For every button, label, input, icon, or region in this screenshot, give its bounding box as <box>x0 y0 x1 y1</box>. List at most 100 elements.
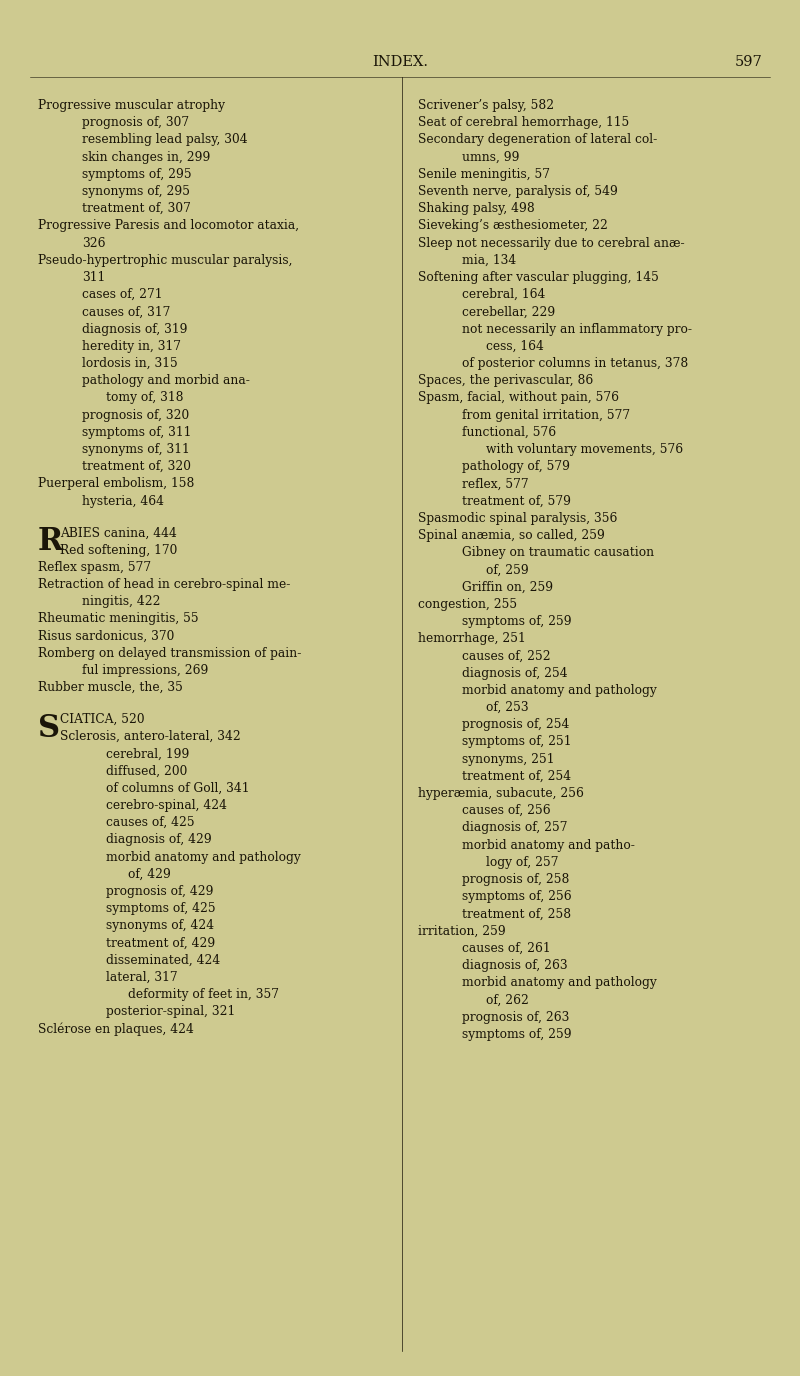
Text: diagnosis of, 319: diagnosis of, 319 <box>82 322 187 336</box>
Text: of, 253: of, 253 <box>486 700 529 714</box>
Text: R: R <box>38 527 63 557</box>
Text: synonyms of, 295: synonyms of, 295 <box>82 184 190 198</box>
Text: treatment of, 579: treatment of, 579 <box>462 494 571 508</box>
Text: cerebellar, 229: cerebellar, 229 <box>462 305 555 318</box>
Text: 311: 311 <box>82 271 106 283</box>
Text: synonyms of, 311: synonyms of, 311 <box>82 443 190 455</box>
Text: Spinal anæmia, so called, 259: Spinal anæmia, so called, 259 <box>418 528 605 542</box>
Text: congestion, 255: congestion, 255 <box>418 597 517 611</box>
Text: Softening after vascular plugging, 145: Softening after vascular plugging, 145 <box>418 271 659 283</box>
Text: prognosis of, 307: prognosis of, 307 <box>82 116 189 129</box>
Text: of, 259: of, 259 <box>486 563 529 577</box>
Text: posterior-spinal, 321: posterior-spinal, 321 <box>106 1006 235 1018</box>
Text: ful impressions, 269: ful impressions, 269 <box>82 665 208 677</box>
Text: 597: 597 <box>734 55 762 69</box>
Text: symptoms of, 259: symptoms of, 259 <box>462 615 572 627</box>
Text: INDEX.: INDEX. <box>372 55 428 69</box>
Text: Romberg on delayed transmission of pain-: Romberg on delayed transmission of pain- <box>38 647 302 660</box>
Text: prognosis of, 254: prognosis of, 254 <box>462 718 570 731</box>
Text: morbid anatomy and patho-: morbid anatomy and patho- <box>462 838 635 852</box>
Text: morbid anatomy and pathology: morbid anatomy and pathology <box>462 684 657 696</box>
Text: Sleep not necessarily due to cerebral anæ-: Sleep not necessarily due to cerebral an… <box>418 237 685 249</box>
Text: prognosis of, 263: prognosis of, 263 <box>462 1010 570 1024</box>
Text: logy of, 257: logy of, 257 <box>486 856 558 868</box>
Text: tomy of, 318: tomy of, 318 <box>106 391 183 405</box>
Text: ningitis, 422: ningitis, 422 <box>82 596 161 608</box>
Text: Reflex spasm, 577: Reflex spasm, 577 <box>38 561 151 574</box>
Text: treatment of, 258: treatment of, 258 <box>462 907 571 921</box>
Text: irritation, 259: irritation, 259 <box>418 925 506 937</box>
Text: deformity of feet in, 357: deformity of feet in, 357 <box>128 988 279 1002</box>
Text: causes of, 425: causes of, 425 <box>106 816 194 830</box>
Text: treatment of, 429: treatment of, 429 <box>106 937 215 949</box>
Text: skin changes in, 299: skin changes in, 299 <box>82 150 210 164</box>
Text: cerebral, 199: cerebral, 199 <box>106 747 190 761</box>
Text: of, 262: of, 262 <box>486 993 529 1006</box>
Text: lordosis in, 315: lordosis in, 315 <box>82 356 178 370</box>
Text: Gibney on traumatic causation: Gibney on traumatic causation <box>462 546 654 559</box>
Text: Seventh nerve, paralysis of, 549: Seventh nerve, paralysis of, 549 <box>418 184 618 198</box>
Text: with voluntary movements, 576: with voluntary movements, 576 <box>486 443 683 455</box>
Text: S: S <box>38 713 60 744</box>
Text: Sclerosis, antero-lateral, 342: Sclerosis, antero-lateral, 342 <box>60 731 241 743</box>
Text: Rubber muscle, the, 35: Rubber muscle, the, 35 <box>38 681 183 695</box>
Text: pathology of, 579: pathology of, 579 <box>462 460 570 473</box>
Text: Progressive muscular atrophy: Progressive muscular atrophy <box>38 99 229 111</box>
Text: Secondary degeneration of lateral col-: Secondary degeneration of lateral col- <box>418 133 658 146</box>
Text: prognosis of, 429: prognosis of, 429 <box>106 885 214 899</box>
Text: of columns of Goll, 341: of columns of Goll, 341 <box>106 782 250 795</box>
Text: hysteria, 464: hysteria, 464 <box>82 494 164 508</box>
Text: not necessarily an inflammatory pro-: not necessarily an inflammatory pro- <box>462 322 692 336</box>
Text: Spasmodic spinal paralysis, 356: Spasmodic spinal paralysis, 356 <box>418 512 618 524</box>
Text: prognosis of, 320: prognosis of, 320 <box>82 409 190 421</box>
Text: symptoms of, 256: symptoms of, 256 <box>462 890 572 903</box>
Text: ABIES canina, 444: ABIES canina, 444 <box>60 527 177 539</box>
Text: cerebro-spinal, 424: cerebro-spinal, 424 <box>106 799 227 812</box>
Text: causes of, 256: causes of, 256 <box>462 804 550 817</box>
Text: Risus sardonicus, 370: Risus sardonicus, 370 <box>38 630 174 643</box>
Text: of posterior columns in tetanus, 378: of posterior columns in tetanus, 378 <box>462 356 688 370</box>
Text: from genital irritation, 577: from genital irritation, 577 <box>462 409 630 421</box>
Text: diagnosis of, 263: diagnosis of, 263 <box>462 959 568 971</box>
Text: synonyms of, 424: synonyms of, 424 <box>106 919 214 933</box>
Text: Red softening, 170: Red softening, 170 <box>60 544 178 557</box>
Text: CIATICA, 520: CIATICA, 520 <box>60 713 145 727</box>
Text: hemorrhage, 251: hemorrhage, 251 <box>418 632 526 645</box>
Text: 326: 326 <box>82 237 106 249</box>
Text: Pseudo-hypertrophic muscular paralysis,: Pseudo-hypertrophic muscular paralysis, <box>38 253 293 267</box>
Text: symptoms of, 425: symptoms of, 425 <box>106 903 216 915</box>
Text: treatment of, 307: treatment of, 307 <box>82 202 191 215</box>
Text: morbid anatomy and pathology: morbid anatomy and pathology <box>106 850 301 864</box>
Text: Sieveking’s æsthesiometer, 22: Sieveking’s æsthesiometer, 22 <box>418 219 608 233</box>
Text: Seat of cerebral hemorrhage, 115: Seat of cerebral hemorrhage, 115 <box>418 116 630 129</box>
Text: treatment of, 320: treatment of, 320 <box>82 460 191 473</box>
Text: cess, 164: cess, 164 <box>486 340 544 352</box>
Text: cases of, 271: cases of, 271 <box>82 288 162 301</box>
Text: Retraction of head in cerebro-spinal me-: Retraction of head in cerebro-spinal me- <box>38 578 290 592</box>
Text: synonyms, 251: synonyms, 251 <box>462 753 554 765</box>
Text: lateral, 317: lateral, 317 <box>106 971 178 984</box>
Text: reflex, 577: reflex, 577 <box>462 477 529 490</box>
Text: Spasm, facial, without pain, 576: Spasm, facial, without pain, 576 <box>418 391 619 405</box>
Text: Progressive Paresis and locomotor ataxia,: Progressive Paresis and locomotor ataxia… <box>38 219 299 233</box>
Text: morbid anatomy and pathology: morbid anatomy and pathology <box>462 976 657 989</box>
Text: symptoms of, 295: symptoms of, 295 <box>82 168 192 180</box>
Text: umns, 99: umns, 99 <box>462 150 519 164</box>
Text: symptoms of, 311: symptoms of, 311 <box>82 425 191 439</box>
Text: cerebral, 164: cerebral, 164 <box>462 288 546 301</box>
Text: treatment of, 254: treatment of, 254 <box>462 769 571 783</box>
Text: Spaces, the perivascular, 86: Spaces, the perivascular, 86 <box>418 374 594 387</box>
Text: causes of, 261: causes of, 261 <box>462 941 550 955</box>
Text: mia, 134: mia, 134 <box>462 253 516 267</box>
Text: causes of, 317: causes of, 317 <box>82 305 170 318</box>
Text: heredity in, 317: heredity in, 317 <box>82 340 181 352</box>
Text: Senile meningitis, 57: Senile meningitis, 57 <box>418 168 550 180</box>
Text: symptoms of, 251: symptoms of, 251 <box>462 735 571 749</box>
Text: pathology and morbid ana-: pathology and morbid ana- <box>82 374 250 387</box>
Text: functional, 576: functional, 576 <box>462 425 556 439</box>
Text: disseminated, 424: disseminated, 424 <box>106 954 220 967</box>
Text: Scrivener’s palsy, 582: Scrivener’s palsy, 582 <box>418 99 554 111</box>
Text: Rheumatic meningitis, 55: Rheumatic meningitis, 55 <box>38 612 198 626</box>
Text: Sclérose en plaques, 424: Sclérose en plaques, 424 <box>38 1022 194 1036</box>
Text: prognosis of, 258: prognosis of, 258 <box>462 872 570 886</box>
